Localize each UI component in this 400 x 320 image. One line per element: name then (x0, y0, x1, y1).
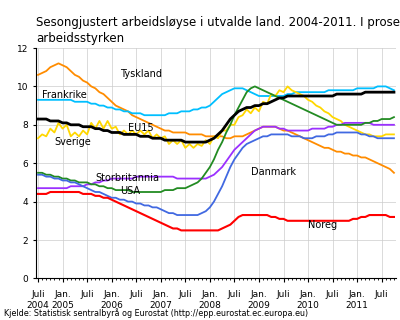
Text: 2004: 2004 (27, 300, 50, 310)
Text: 2007: 2007 (149, 300, 172, 310)
Text: 2009: 2009 (248, 300, 270, 310)
Text: Jan.: Jan. (54, 290, 71, 299)
Text: 2011: 2011 (346, 300, 368, 310)
Text: Noreg: Noreg (308, 220, 337, 230)
Text: Jan.: Jan. (349, 290, 366, 299)
Text: Danmark: Danmark (251, 167, 296, 177)
Text: Kjelde: Statistisk sentralbyrå og Eurostat (http://epp.eurostat.ec.europa.eu): Kjelde: Statistisk sentralbyrå og Eurost… (4, 308, 308, 318)
Text: 2005: 2005 (51, 300, 74, 310)
Text: Juli: Juli (375, 290, 388, 299)
Text: Jan.: Jan. (202, 290, 218, 299)
Text: USA: USA (120, 186, 140, 196)
Text: Juli: Juli (80, 290, 94, 299)
Text: Frankrike: Frankrike (42, 90, 87, 100)
Text: Jan.: Jan. (250, 290, 267, 299)
Text: Juli: Juli (130, 290, 143, 299)
Text: Storbritannia: Storbritannia (95, 172, 159, 183)
Text: Jan.: Jan. (152, 290, 169, 299)
Text: Sverige: Sverige (54, 137, 91, 147)
Text: 2010: 2010 (297, 300, 320, 310)
Text: Tyskland: Tyskland (120, 69, 162, 79)
Text: 2008: 2008 (198, 300, 221, 310)
Text: Juli: Juli (277, 290, 290, 299)
Text: Juli: Juli (228, 290, 241, 299)
Text: Jan.: Jan. (300, 290, 316, 299)
Text: Juli: Juli (178, 290, 192, 299)
Text: 2006: 2006 (100, 300, 123, 310)
Text: Jan.: Jan. (103, 290, 120, 299)
Text: Juli: Juli (326, 290, 340, 299)
Text: EU15: EU15 (128, 123, 154, 133)
Text: Sesongjustert arbeidsløyse i utvalde land. 2004-2011. I prosent av
arbeidsstyrke: Sesongjustert arbeidsløyse i utvalde lan… (36, 16, 400, 45)
Text: Juli: Juli (31, 290, 45, 299)
